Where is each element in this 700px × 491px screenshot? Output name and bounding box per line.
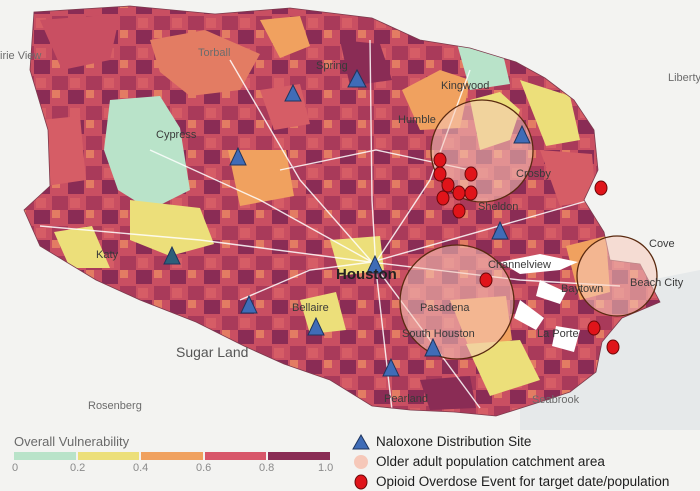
place-label-la-porte: La Porte [537, 328, 579, 340]
place-label-humble: Humble [398, 114, 436, 126]
place-label-seabrook: Seabrook [532, 394, 580, 406]
overdose-event-marker [479, 272, 493, 288]
overdose-event-marker [464, 166, 478, 182]
legend-catchment-label: Older adult population catchment area [376, 454, 605, 469]
legend-swatch [268, 452, 330, 460]
naloxone-site-marker [284, 83, 302, 102]
legend-naloxone-label: Naloxone Distribution Site [376, 434, 532, 449]
legend-tick: 0.4 [133, 462, 149, 474]
county-boundary [23, 5, 661, 417]
catchment-area-beach-city [576, 235, 658, 317]
place-label-crosby: Crosby [516, 168, 551, 180]
place-label-spring: Spring [316, 60, 348, 72]
naloxone-site-marker [163, 245, 181, 265]
naloxone-site-marker [347, 68, 367, 88]
waterways [500, 254, 580, 352]
legend-color-bar [14, 452, 330, 460]
naloxone-site-marker [307, 316, 325, 336]
naloxone-site-marker [229, 146, 247, 166]
legend-tick: 0.2 [70, 462, 86, 474]
naloxone-sites [163, 68, 531, 377]
overdose-event-marker [606, 339, 620, 355]
place-label-houston: Houston [336, 266, 397, 283]
naloxone-site-marker [366, 254, 384, 274]
place-label-liberty: Liberty [668, 72, 700, 84]
place-label-sheldon: Sheldon [478, 201, 519, 213]
place-label-channelview: Channelview [488, 259, 551, 271]
overdose-event-marker [436, 190, 450, 206]
place-label-torball: Torball [198, 47, 231, 59]
overdose-event-marker [452, 185, 466, 201]
legend-tick: 1.0 [318, 462, 334, 474]
naloxone-site-marker [491, 220, 509, 240]
symbol-legend: Naloxone Distribution Site Older adult p… [352, 432, 700, 490]
legend-tick: 0 [12, 462, 19, 474]
naloxone-triangle-icon [352, 433, 370, 449]
naloxone-site-marker [382, 357, 400, 377]
place-label-baytown: Baytown [561, 283, 604, 295]
legend-row-catchment: Older adult population catchment area [352, 452, 605, 471]
overdose-event-marker [441, 177, 455, 193]
place-label-sugar-land: Sugar Land [176, 344, 249, 360]
place-label-bellaire: Bellaire [292, 302, 329, 314]
catchment-area-humble [430, 99, 534, 203]
overdose-events [433, 152, 620, 355]
county-map [23, 5, 700, 430]
legend-tick: 0.8 [259, 462, 275, 474]
place-label-pearland: Pearland [384, 393, 429, 405]
overdose-event-marker [433, 152, 447, 168]
place-label-kingwood: Kingwood [441, 80, 490, 92]
overdose-event-marker [594, 180, 608, 196]
place-label-pasadena: Pasadena [420, 302, 470, 314]
overdose-event-marker [587, 320, 601, 336]
overdose-event-marker [433, 166, 447, 182]
legend-overdose-label: Opioid Overdose Event for target date/po… [376, 474, 670, 489]
legend-row-overdose: Opioid Overdose Event for target date/po… [352, 472, 669, 491]
legend-swatch [14, 452, 76, 460]
legend-swatch [141, 452, 203, 460]
overdose-dot-icon [354, 474, 368, 489]
legend-scale-title: Overall Vulnerability [14, 434, 130, 449]
legend-row-naloxone: Naloxone Distribution Site [352, 432, 531, 451]
vulnerability-scale-legend: Overall Vulnerability 0 0.2 0.4 0.6 0.8 … [12, 434, 334, 474]
place-label-cypress: Cypress [156, 129, 197, 141]
naloxone-site-marker [513, 124, 531, 144]
naloxone-site-marker [240, 294, 258, 314]
place-label-beach-city: Beach City [630, 277, 684, 289]
place-label-rosenberg: Rosenberg [88, 400, 142, 412]
overdose-event-marker [464, 185, 478, 201]
overdose-event-marker [452, 203, 466, 219]
catchment-circle-icon [354, 454, 368, 469]
legend-tick: 0.6 [196, 462, 212, 474]
place-label-south-houston: South Houston [402, 328, 475, 340]
place-label-prairie-view: irie View [0, 50, 42, 62]
place-label-cove: Cove [649, 238, 675, 250]
place-label-katy: Katy [96, 249, 119, 261]
legend-swatch [204, 452, 267, 460]
naloxone-site-marker [424, 337, 442, 357]
legend-swatch [77, 452, 140, 460]
